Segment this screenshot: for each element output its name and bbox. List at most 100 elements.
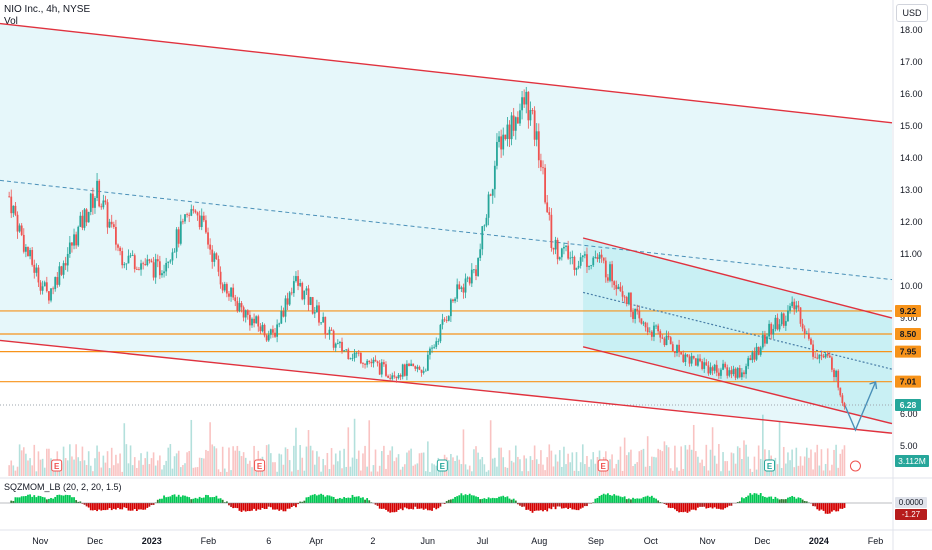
- volume-bar: [738, 447, 741, 476]
- candle-body: [816, 357, 819, 359]
- momentum-bar: [121, 503, 124, 510]
- candle-body: [286, 298, 289, 305]
- candle-body: [366, 360, 369, 365]
- volume-bar: [73, 459, 75, 476]
- volume-bar: [762, 414, 764, 476]
- candle-body: [730, 370, 733, 375]
- volume-bar: [460, 464, 463, 476]
- candle-body: [466, 277, 469, 279]
- candle-body: [182, 221, 184, 223]
- volume-bar: [613, 468, 615, 476]
- volume-bar: [213, 446, 216, 476]
- volume-bar: [33, 444, 36, 476]
- candle-body: [625, 297, 628, 304]
- momentum-bar: [71, 497, 73, 503]
- momentum-bar: [498, 496, 500, 503]
- volume-bar: [399, 469, 402, 476]
- volume-bar: [156, 460, 159, 476]
- momentum-bar: [738, 501, 741, 503]
- momentum-bar: [324, 496, 327, 503]
- momentum-bar: [79, 501, 82, 503]
- momentum-bar: [313, 494, 316, 503]
- momentum-bar: [843, 503, 846, 508]
- volume-bar: [131, 465, 134, 476]
- candle-body: [359, 352, 362, 364]
- candle-body: [420, 369, 423, 373]
- candle-body: [100, 206, 103, 208]
- momentum-bar: [600, 494, 603, 503]
- candle-body: [533, 110, 536, 140]
- candle-body: [592, 257, 595, 266]
- momentum-bar: [445, 501, 448, 503]
- candle-body: [571, 256, 574, 258]
- volume-bar: [138, 460, 140, 476]
- momentum-bar: [83, 503, 86, 505]
- candle-body: [755, 346, 758, 360]
- candle-body: [43, 282, 46, 287]
- candle-body: [537, 131, 540, 161]
- candle-body: [646, 327, 649, 333]
- momentum-bar: [207, 495, 209, 503]
- momentum-bar: [416, 503, 419, 509]
- momentum-bar: [150, 503, 153, 506]
- momentum-bar: [334, 499, 337, 503]
- volume-bar: [477, 452, 479, 476]
- volume-bar: [458, 459, 461, 476]
- candle-body: [703, 362, 706, 369]
- candle-body: [581, 255, 584, 258]
- momentum-bar: [722, 503, 724, 510]
- momentum-bar: [784, 499, 787, 503]
- momentum-bar: [598, 495, 601, 503]
- momentum-bar: [190, 499, 193, 503]
- candle-body: [219, 271, 222, 285]
- candle-body: [778, 324, 781, 330]
- candle-body: [18, 225, 21, 232]
- momentum-bar: [257, 503, 260, 510]
- volume-bar: [136, 467, 138, 476]
- momentum-bar: [91, 503, 94, 511]
- volume-bar: [207, 450, 209, 476]
- volume-bar: [89, 465, 92, 476]
- candle-body: [435, 341, 438, 347]
- candle-body: [96, 180, 98, 198]
- volume-bar: [12, 465, 15, 476]
- candle-body: [623, 296, 626, 298]
- volume-bar: [726, 461, 729, 476]
- candle-body: [619, 286, 622, 292]
- momentum-bar: [251, 503, 253, 511]
- momentum-bar: [27, 494, 29, 503]
- momentum-bar: [563, 503, 565, 509]
- volume-bar: [77, 457, 80, 476]
- volume-bar: [81, 446, 84, 476]
- candle-body: [449, 299, 452, 317]
- volume-bar: [772, 470, 775, 476]
- volume-bar: [360, 470, 362, 476]
- volume-bar: [466, 469, 469, 476]
- volume-bar: [364, 445, 366, 476]
- volume-bar: [837, 467, 839, 476]
- candle-body: [715, 364, 718, 373]
- momentum-bar: [565, 503, 567, 508]
- volume-bar: [586, 455, 588, 476]
- momentum-bar: [115, 503, 117, 510]
- candle-body: [353, 352, 356, 359]
- candle-body: [720, 369, 722, 376]
- volume-bar: [389, 450, 391, 476]
- volume-bar: [697, 456, 699, 476]
- momentum-bar: [759, 493, 762, 503]
- volume-bar: [594, 463, 597, 476]
- candle-body: [437, 341, 440, 342]
- currency-button[interactable]: USD: [896, 4, 928, 22]
- momentum-bar: [787, 497, 789, 503]
- volume-bar: [471, 471, 473, 476]
- volume-bar: [270, 453, 272, 476]
- candle-body: [77, 226, 80, 246]
- volume-bar: [29, 458, 31, 476]
- volume-bar: [611, 454, 613, 476]
- candle-body: [740, 372, 743, 378]
- momentum-bar: [621, 497, 624, 503]
- volume-bar: [410, 448, 412, 476]
- momentum-bar: [837, 503, 840, 512]
- volume-bar: [835, 444, 837, 476]
